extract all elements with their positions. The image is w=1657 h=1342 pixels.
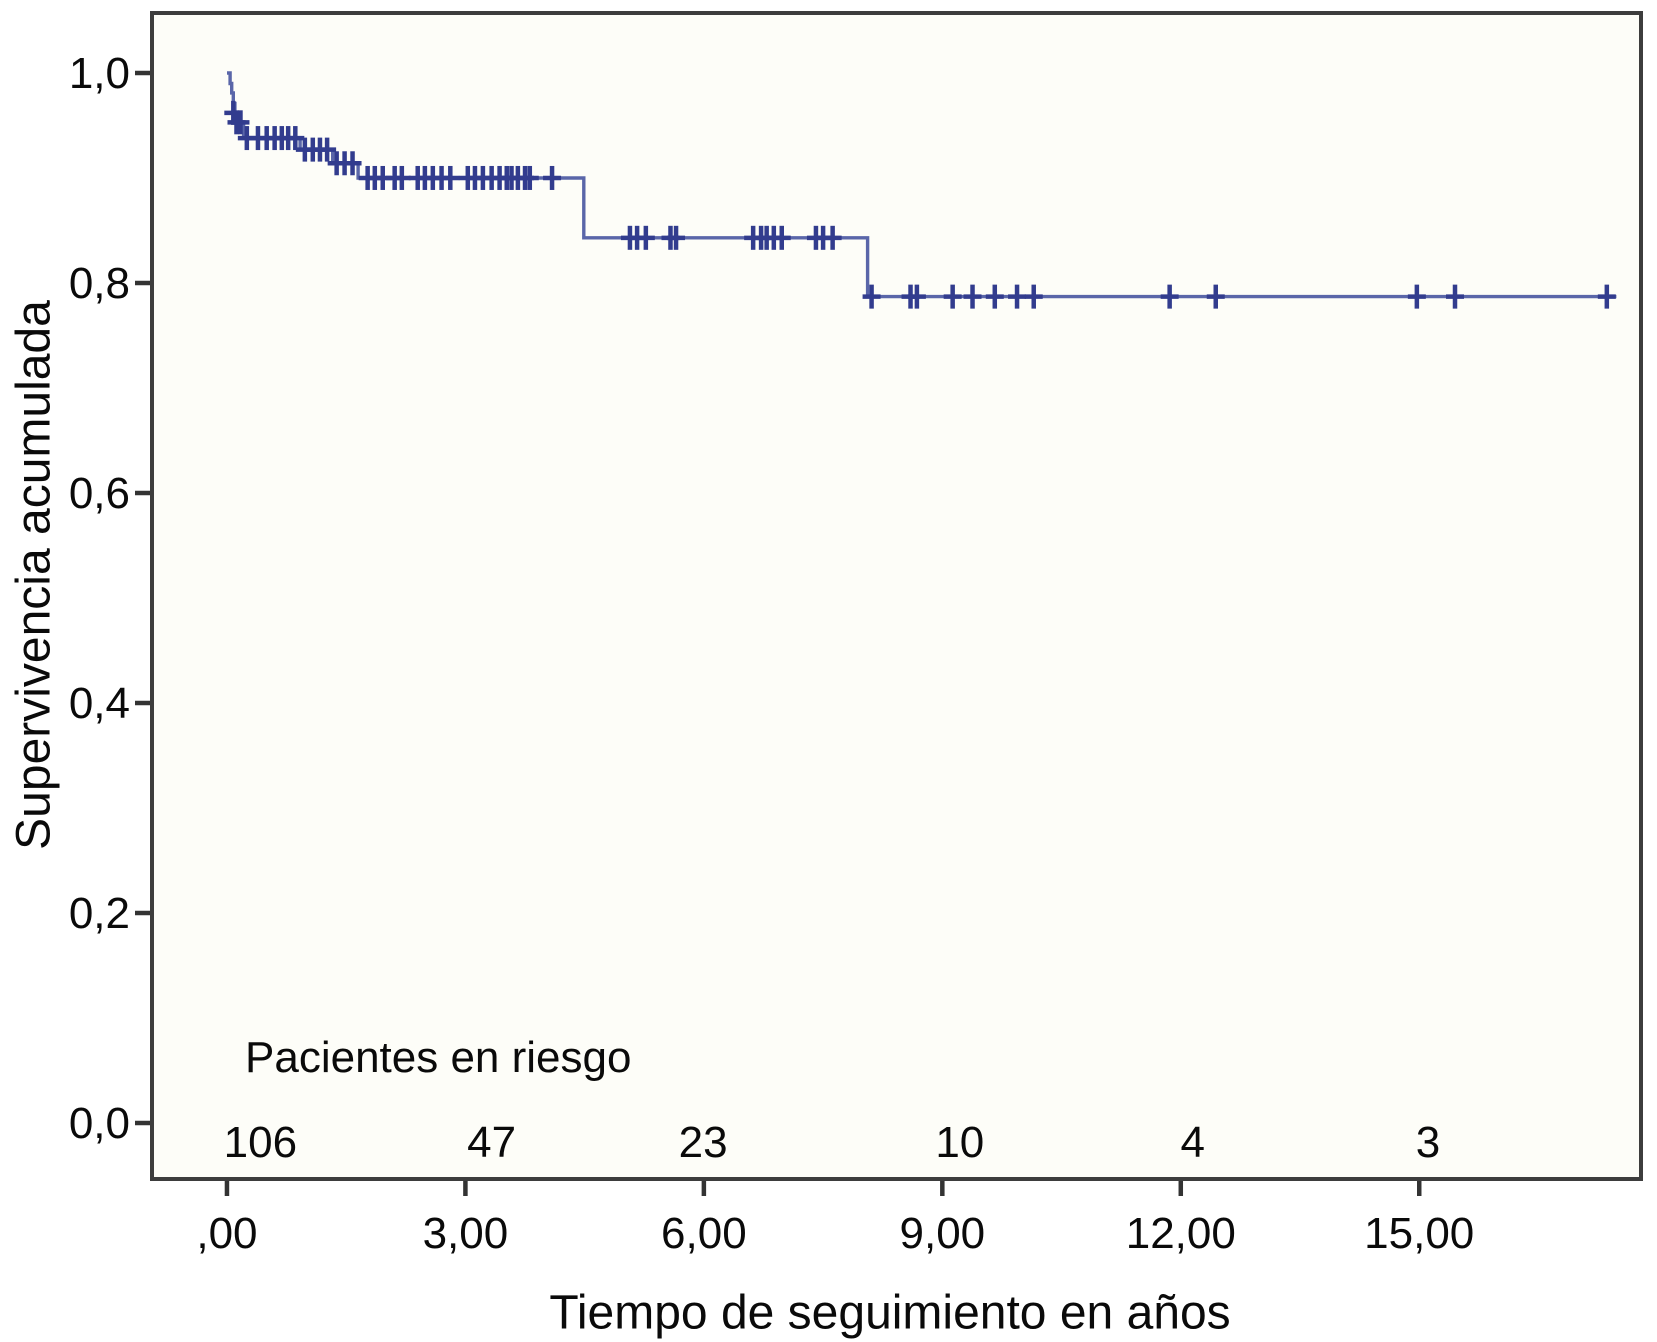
risk-count-5: 3: [1416, 1118, 1440, 1167]
x-tick-label-4: 12,00: [1126, 1209, 1236, 1258]
risk-count-4: 4: [1180, 1118, 1204, 1167]
y-tick-label-4: 0,8: [69, 259, 130, 308]
y-tick-label-3: 0,6: [69, 469, 130, 518]
y-tick-label-0: 0,0: [69, 1099, 130, 1148]
y-tick-label-2: 0,4: [69, 679, 130, 728]
plot-background: [152, 13, 1641, 1179]
x-tick-label-1: 3,00: [423, 1209, 509, 1258]
risk-count-0: 106: [224, 1118, 297, 1167]
survival-step-curve: [227, 71, 1617, 299]
risk-count-2: 23: [679, 1118, 728, 1167]
patients-at-risk-label: Pacientes en riesgo: [245, 1033, 632, 1082]
plot-border: [150, 11, 1643, 1181]
y-tick-label-1: 0,2: [69, 889, 130, 938]
y-axis-title: Supervivencia acumulada: [7, 300, 61, 850]
x-tick-label-5: 15,00: [1364, 1209, 1474, 1258]
risk-count-1: 47: [467, 1118, 516, 1167]
x-tick-label-0: ,00: [196, 1209, 257, 1258]
x-axis-title: Tiempo de seguimiento en años: [549, 1286, 1231, 1340]
x-tick-label-3: 9,00: [900, 1209, 986, 1258]
x-tick-label-2: 6,00: [661, 1209, 747, 1258]
y-tick-label-5: 1,0: [69, 49, 130, 98]
risk-count-3: 10: [935, 1118, 984, 1167]
